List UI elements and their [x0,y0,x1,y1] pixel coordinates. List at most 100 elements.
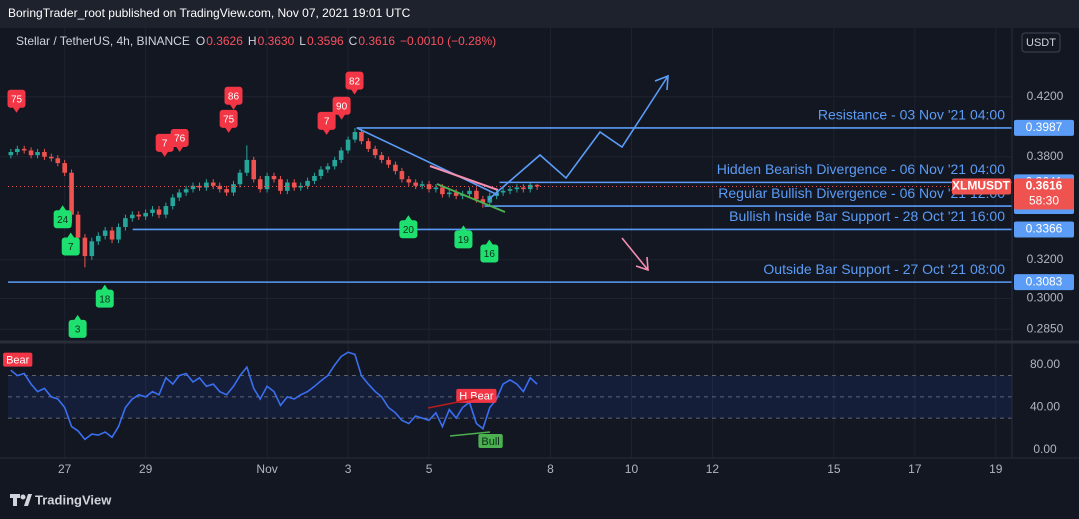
projection-path [487,75,669,201]
rsi-annotation: Bull [481,436,499,448]
candle-body [366,141,371,149]
x-tick-label: 27 [58,462,72,476]
signal-label: 18 [99,294,111,305]
candle-body [116,226,121,240]
level-tag [1014,274,1074,291]
rsi-annotation-box [478,433,503,448]
signal-pointer [485,239,494,246]
signal-pointer [229,103,238,110]
rsi-bearish-line [427,397,479,409]
signal-pointer [12,106,21,113]
signal-label: 75 [223,114,235,125]
candle-body [386,159,391,165]
signal-label: 3 [75,324,81,335]
x-tick-label: 8 [547,462,554,476]
signal-label: 7 [324,117,330,128]
currency-box [1021,32,1061,53]
legend-text: L [299,34,306,48]
countdown: 58:30 [1029,194,1059,208]
candle-body [217,185,223,190]
candle-body [257,179,263,190]
level-tag-label: 0.3083 [1026,274,1063,288]
down-arrowhead [635,256,649,272]
signal-marker [224,86,243,105]
candle-body [514,187,520,190]
signal-pointer [58,205,67,212]
legend-text: 0.3616 [358,34,395,48]
candle-body [82,237,88,257]
candle-body [359,132,364,142]
legend-text: 0.3596 [307,34,344,48]
legend-text: Stellar / TetherUS, 4h, BINANCE [16,34,190,48]
signal-label: 86 [228,91,240,102]
last-price-label: 0.3616 [1026,179,1063,193]
candle-body [474,190,479,200]
x-tick-label: Nov [256,462,277,476]
legend-text: O [196,34,205,48]
candle-body [102,230,108,236]
candle-body [285,182,290,191]
candle-body [163,206,169,215]
candle-body [35,152,40,156]
brand-logo [10,494,32,506]
y-tick-label: 0.2850 [1027,321,1064,335]
signal-pointer [459,225,468,232]
candle-body [312,175,317,181]
logo-stem [13,494,17,506]
signal-marker [7,89,26,108]
signal-marker [155,133,174,152]
candle-body [534,184,540,187]
signal-pointer [224,126,233,133]
rsi-annotation-box [3,352,33,367]
rsi-band [8,375,1012,419]
signal-label: 16 [484,249,496,260]
candle-body [426,184,432,190]
legend-text: H [248,34,257,48]
candle-body [352,132,358,140]
candle-body [176,192,182,198]
candle-body [433,187,439,190]
plot: Resistance - 03 Nov '21 04:00 Hidden Bear… [3,71,1012,448]
candle-body [325,166,331,170]
signal-marker [480,244,499,263]
grid [0,28,1012,458]
candle-body [305,180,310,186]
candle-body [332,159,338,167]
signal-pointer [404,215,413,222]
candle-body [143,212,148,217]
header-bar [0,0,1079,28]
candle-body [42,152,47,157]
level-tag [1014,221,1074,238]
candle-body [123,218,128,227]
candle-body [244,159,250,173]
signal-marker [454,230,473,249]
signal-label: 75 [11,94,23,105]
legend-text: C [349,34,358,48]
publisher: BoringTrader_root published on TradingVi… [8,6,411,20]
level-text: Bullish Inside Bar Support - 28 Oct '21 … [729,208,1005,224]
candle-body [393,164,398,172]
candle-body [271,175,277,180]
axes: Stellar / TetherUS, 4h, BINANCE O 0.3626 H 0… [16,34,1074,476]
rsi-bullish-line [449,431,491,437]
logo-dot [20,494,26,500]
candle-body [69,172,74,215]
candle-body [75,214,81,238]
level-text: Resistance - 03 Nov '21 04:00 [818,107,1005,123]
logo-slash [24,494,32,506]
rsi-tick-label: 40.00 [1030,400,1060,414]
level-text: Regular Bullish Divergence - 06 Nov '21 … [718,185,1005,201]
x-tick-label: 10 [625,462,639,476]
rsi-annotation-box [456,388,497,403]
rsi-tick-label: 80.00 [1030,357,1060,371]
bullish-divergence-line [436,183,506,213]
level-tag-label: 0.3366 [1026,222,1063,236]
signal-label: 20 [403,225,415,236]
signal-marker [53,210,72,229]
candle-body [500,190,506,193]
candle-body [231,184,236,193]
candle-body [8,152,14,156]
signal-pointer [350,88,359,95]
candle-body [55,158,61,164]
